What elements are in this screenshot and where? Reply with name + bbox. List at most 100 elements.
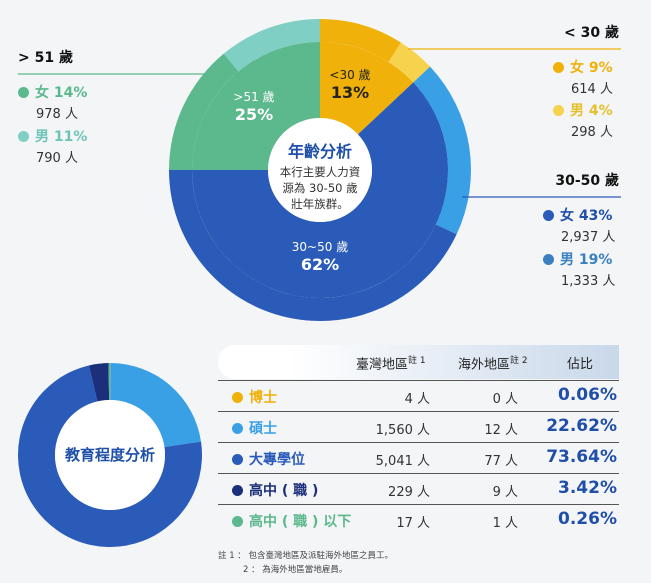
age-outer-slice-5 xyxy=(223,19,320,72)
legend-pct: 女 9% xyxy=(570,60,613,76)
inner-label-under30: <30 歲 13% xyxy=(322,66,378,102)
age-chart-subtitle-1: 本行主要人力資 xyxy=(279,165,361,179)
row-share: 22.62% xyxy=(546,416,617,436)
age-center-hole xyxy=(268,118,372,222)
age-chart-title: 年齡分析 xyxy=(287,142,352,161)
table-row: 博士 4 人 0 人 0.06% xyxy=(218,380,619,412)
legend-dot xyxy=(553,105,564,116)
table-header-bar xyxy=(218,345,619,379)
table-header-overseas: 海外地區註 2 xyxy=(458,356,528,373)
education-slice-1 xyxy=(110,363,202,448)
legend-pct: 男 4% xyxy=(570,103,613,119)
legend-pct: 男 19% xyxy=(560,252,613,268)
education-center-hole xyxy=(55,400,165,510)
row-label: 大專學位 xyxy=(232,449,305,469)
table-header-share: 佔比 xyxy=(567,357,594,372)
legend-pct: 男 11% xyxy=(35,129,88,145)
age-inner-slice-1 xyxy=(192,82,448,299)
education-chart-title: 教育程度分析 xyxy=(64,446,155,464)
age-center-text: 年齡分析 本行主要人力資 源為 30-50 歲 壯年族群。 xyxy=(268,138,372,212)
row-share: 0.26% xyxy=(558,509,617,529)
legend-count: 1,333 人 xyxy=(561,274,616,289)
legend-count: 298 人 xyxy=(571,125,613,140)
age-outer-slice-2 xyxy=(413,66,471,235)
row-taiwan: 5,041 人 xyxy=(375,454,430,469)
legend-over51-male: 男 11% 790 人 xyxy=(18,126,87,166)
row-taiwan: 229 人 xyxy=(388,485,430,500)
education-slice-4 xyxy=(108,363,110,401)
age-chart-subtitle-3: 壯年族群。 xyxy=(291,197,349,211)
group-label-under30: < 30 歲 xyxy=(564,25,619,41)
group-label-mid: 30-50 歲 xyxy=(555,173,619,189)
legend-under30-female: 女 9% 614 人 xyxy=(553,57,613,97)
age-outer-slice-4 xyxy=(169,53,239,171)
legend-dot xyxy=(18,131,29,142)
age-inner-slice-2 xyxy=(192,42,320,170)
legend-dot xyxy=(543,254,554,265)
row-share: 0.06% xyxy=(558,385,617,405)
row-label: 高中 ( 職 ) 以下 xyxy=(232,511,351,531)
legend-count: 614 人 xyxy=(571,82,613,97)
row-label-text: 大專學位 xyxy=(249,452,305,468)
row-taiwan: 17 人 xyxy=(396,516,430,531)
table-row: 高中 ( 職 ) 以下 17 人 1 人 0.26% xyxy=(218,504,619,536)
education-ring xyxy=(17,363,202,547)
age-chart-subtitle-2: 源為 30-50 歲 xyxy=(282,181,358,195)
row-label: 碩士 xyxy=(232,418,277,438)
row-label-text: 博士 xyxy=(249,390,277,406)
legend-pct: 女 14% xyxy=(35,85,88,101)
row-overseas: 77 人 xyxy=(484,454,518,469)
table-header-taiwan: 臺灣地區註 1 xyxy=(356,356,426,373)
row-overseas: 1 人 xyxy=(492,516,518,531)
row-label-text: 高中 ( 職 ) xyxy=(249,483,319,499)
age-outer-ring xyxy=(169,19,471,322)
legend-dot xyxy=(543,210,554,221)
row-dot xyxy=(232,485,243,496)
inner-label-over51: >51 歲 25% xyxy=(226,88,282,124)
row-share: 73.64% xyxy=(546,447,617,467)
row-share: 3.42% xyxy=(558,478,617,498)
row-taiwan: 4 人 xyxy=(404,392,430,407)
legend-dot xyxy=(18,87,29,98)
age-outer-slice-0 xyxy=(320,19,401,62)
note-ref: 註 1 xyxy=(408,356,426,366)
inner-label-mid-value: 62% xyxy=(300,255,340,274)
note-ref: 註 2 xyxy=(510,356,528,366)
inner-label-mid-name: 30~50 歲 xyxy=(291,240,349,254)
table-row: 大專學位 5,041 人 77 人 73.64% xyxy=(218,442,619,474)
legend-mid-female: 女 43% 2,937 人 xyxy=(543,205,615,245)
row-overseas: 0 人 xyxy=(492,392,518,407)
table-row: 碩士 1,560 人 12 人 22.62% xyxy=(218,411,619,443)
row-label: 高中 ( 職 ) xyxy=(232,480,318,500)
group-label-over51: > 51 歲 xyxy=(18,50,73,66)
age-outer-slice-3 xyxy=(169,170,457,322)
education-slice-3 xyxy=(88,363,110,402)
legend-dot xyxy=(553,62,564,73)
legend-pct: 女 43% xyxy=(560,208,613,224)
age-outer-slice-1 xyxy=(388,42,431,83)
row-overseas: 12 人 xyxy=(484,423,518,438)
legend-count: 2,937 人 xyxy=(561,230,616,245)
row-dot xyxy=(232,516,243,527)
inner-label-under30-value: 13% xyxy=(330,83,370,102)
row-dot xyxy=(232,423,243,434)
row-taiwan: 1,560 人 xyxy=(375,423,430,438)
education-slice-2 xyxy=(17,365,202,547)
row-label-text: 碩士 xyxy=(249,421,277,437)
row-dot xyxy=(232,454,243,465)
inner-label-under30-name: <30 歲 xyxy=(329,68,371,82)
footnote-2: 2 ： 為海外地區當地雇員。 xyxy=(243,565,348,575)
age-inner-slice-0 xyxy=(320,42,414,135)
row-dot xyxy=(232,392,243,403)
row-label: 博士 xyxy=(232,387,277,407)
legend-mid-male: 男 19% 1,333 人 xyxy=(543,249,615,289)
footnote-1: 註 1 ： 包含臺灣地區及派駐海外地區之員工。 xyxy=(218,551,394,561)
legend-over51-female: 女 14% 978 人 xyxy=(18,82,87,122)
inner-label-over51-name: >51 歲 xyxy=(233,90,275,104)
legend-count: 978 人 xyxy=(36,107,78,122)
table-row: 高中 ( 職 ) 229 人 9 人 3.42% xyxy=(218,473,619,505)
legend-under30-male: 男 4% 298 人 xyxy=(553,100,613,140)
inner-label-over51-value: 25% xyxy=(234,105,274,124)
age-inner-ring xyxy=(192,42,448,299)
